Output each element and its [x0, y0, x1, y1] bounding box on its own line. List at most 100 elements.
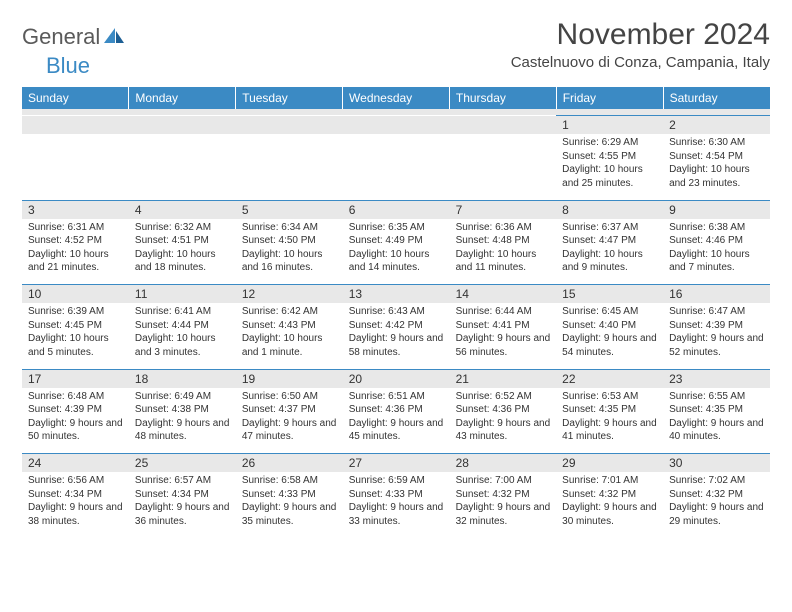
day-cell: Sunrise: 6:41 AMSunset: 4:44 PMDaylight:… — [129, 303, 236, 369]
daylight-text: Daylight: 9 hours and 32 minutes. — [456, 501, 551, 528]
daylight-text: Daylight: 10 hours and 23 minutes. — [669, 163, 764, 190]
sunset-text: Sunset: 4:46 PM — [669, 234, 764, 248]
sunset-text: Sunset: 4:47 PM — [562, 234, 657, 248]
day-number — [343, 116, 450, 135]
sunrise-text: Sunrise: 7:00 AM — [456, 474, 551, 488]
sunset-text: Sunset: 4:39 PM — [28, 403, 123, 417]
sunrise-text: Sunrise: 6:44 AM — [456, 305, 551, 319]
day-cell: Sunrise: 6:47 AMSunset: 4:39 PMDaylight:… — [663, 303, 770, 369]
day-number-row: 24252627282930 — [22, 454, 770, 473]
day-data-row: Sunrise: 6:56 AMSunset: 4:34 PMDaylight:… — [22, 472, 770, 538]
sunset-text: Sunset: 4:52 PM — [28, 234, 123, 248]
day-cell: Sunrise: 6:31 AMSunset: 4:52 PMDaylight:… — [22, 219, 129, 285]
day-cell: Sunrise: 6:57 AMSunset: 4:34 PMDaylight:… — [129, 472, 236, 538]
daylight-text: Daylight: 9 hours and 41 minutes. — [562, 417, 657, 444]
day-number: 10 — [22, 285, 129, 304]
day-number-row: 17181920212223 — [22, 369, 770, 388]
day-number: 1 — [556, 116, 663, 135]
sunset-text: Sunset: 4:34 PM — [28, 488, 123, 502]
day-number: 20 — [343, 369, 450, 388]
day-number: 17 — [22, 369, 129, 388]
day-number: 24 — [22, 454, 129, 473]
sunrise-text: Sunrise: 6:41 AM — [135, 305, 230, 319]
weekday-sun: Sunday — [22, 87, 129, 109]
brand-logo: General — [22, 24, 128, 50]
sunrise-text: Sunrise: 6:59 AM — [349, 474, 444, 488]
sunset-text: Sunset: 4:35 PM — [562, 403, 657, 417]
weekday-mon: Monday — [129, 87, 236, 109]
sunrise-text: Sunrise: 7:02 AM — [669, 474, 764, 488]
daylight-text: Daylight: 9 hours and 40 minutes. — [669, 417, 764, 444]
day-number: 11 — [129, 285, 236, 304]
daylight-text: Daylight: 9 hours and 48 minutes. — [135, 417, 230, 444]
sunrise-text: Sunrise: 6:47 AM — [669, 305, 764, 319]
brand-text-2: Blue — [46, 53, 90, 78]
sunset-text: Sunset: 4:32 PM — [456, 488, 551, 502]
sunrise-text: Sunrise: 6:43 AM — [349, 305, 444, 319]
daylight-text: Daylight: 10 hours and 5 minutes. — [28, 332, 123, 359]
daylight-text: Daylight: 9 hours and 36 minutes. — [135, 501, 230, 528]
day-cell: Sunrise: 6:58 AMSunset: 4:33 PMDaylight:… — [236, 472, 343, 538]
sunrise-text: Sunrise: 6:48 AM — [28, 390, 123, 404]
day-number: 19 — [236, 369, 343, 388]
day-number: 15 — [556, 285, 663, 304]
day-number: 3 — [22, 200, 129, 219]
sunrise-text: Sunrise: 6:58 AM — [242, 474, 337, 488]
day-cell: Sunrise: 6:36 AMSunset: 4:48 PMDaylight:… — [450, 219, 557, 285]
sunset-text: Sunset: 4:35 PM — [669, 403, 764, 417]
sunrise-text: Sunrise: 6:42 AM — [242, 305, 337, 319]
day-number: 12 — [236, 285, 343, 304]
sunrise-text: Sunrise: 6:32 AM — [135, 221, 230, 235]
daylight-text: Daylight: 10 hours and 3 minutes. — [135, 332, 230, 359]
day-cell: Sunrise: 6:30 AMSunset: 4:54 PMDaylight:… — [663, 134, 770, 200]
sunset-text: Sunset: 4:43 PM — [242, 319, 337, 333]
sunset-text: Sunset: 4:49 PM — [349, 234, 444, 248]
day-number: 21 — [450, 369, 557, 388]
sunset-text: Sunset: 4:36 PM — [456, 403, 551, 417]
day-cell: Sunrise: 6:39 AMSunset: 4:45 PMDaylight:… — [22, 303, 129, 369]
daylight-text: Daylight: 10 hours and 25 minutes. — [562, 163, 657, 190]
day-cell: Sunrise: 6:53 AMSunset: 4:35 PMDaylight:… — [556, 388, 663, 454]
sunset-text: Sunset: 4:32 PM — [562, 488, 657, 502]
sunrise-text: Sunrise: 6:53 AM — [562, 390, 657, 404]
daylight-text: Daylight: 10 hours and 14 minutes. — [349, 248, 444, 275]
day-cell: Sunrise: 6:44 AMSunset: 4:41 PMDaylight:… — [450, 303, 557, 369]
sunset-text: Sunset: 4:54 PM — [669, 150, 764, 164]
day-cell — [236, 134, 343, 200]
day-number-row: 12 — [22, 116, 770, 135]
day-number: 22 — [556, 369, 663, 388]
sunset-text: Sunset: 4:48 PM — [456, 234, 551, 248]
sunset-text: Sunset: 4:32 PM — [669, 488, 764, 502]
daylight-text: Daylight: 9 hours and 35 minutes. — [242, 501, 337, 528]
day-cell — [129, 134, 236, 200]
daylight-text: Daylight: 9 hours and 47 minutes. — [242, 417, 337, 444]
sunrise-text: Sunrise: 6:36 AM — [456, 221, 551, 235]
day-number: 25 — [129, 454, 236, 473]
day-number: 26 — [236, 454, 343, 473]
day-number-row: 3456789 — [22, 200, 770, 219]
sunset-text: Sunset: 4:37 PM — [242, 403, 337, 417]
day-cell: Sunrise: 6:48 AMSunset: 4:39 PMDaylight:… — [22, 388, 129, 454]
daylight-text: Daylight: 9 hours and 30 minutes. — [562, 501, 657, 528]
daylight-text: Daylight: 9 hours and 58 minutes. — [349, 332, 444, 359]
sunset-text: Sunset: 4:40 PM — [562, 319, 657, 333]
sunrise-text: Sunrise: 6:49 AM — [135, 390, 230, 404]
day-number: 6 — [343, 200, 450, 219]
day-cell — [450, 134, 557, 200]
daylight-text: Daylight: 9 hours and 52 minutes. — [669, 332, 764, 359]
sunrise-text: Sunrise: 6:45 AM — [562, 305, 657, 319]
sunrise-text: Sunrise: 6:52 AM — [456, 390, 551, 404]
day-number: 18 — [129, 369, 236, 388]
sunset-text: Sunset: 4:55 PM — [562, 150, 657, 164]
day-cell — [22, 134, 129, 200]
day-number: 2 — [663, 116, 770, 135]
day-number — [236, 116, 343, 135]
sunset-text: Sunset: 4:50 PM — [242, 234, 337, 248]
weekday-wed: Wednesday — [343, 87, 450, 109]
weekday-header-row: Sunday Monday Tuesday Wednesday Thursday… — [22, 87, 770, 109]
sunset-text: Sunset: 4:41 PM — [456, 319, 551, 333]
daylight-text: Daylight: 10 hours and 9 minutes. — [562, 248, 657, 275]
daylight-text: Daylight: 9 hours and 56 minutes. — [456, 332, 551, 359]
sunset-text: Sunset: 4:39 PM — [669, 319, 764, 333]
day-number: 14 — [450, 285, 557, 304]
